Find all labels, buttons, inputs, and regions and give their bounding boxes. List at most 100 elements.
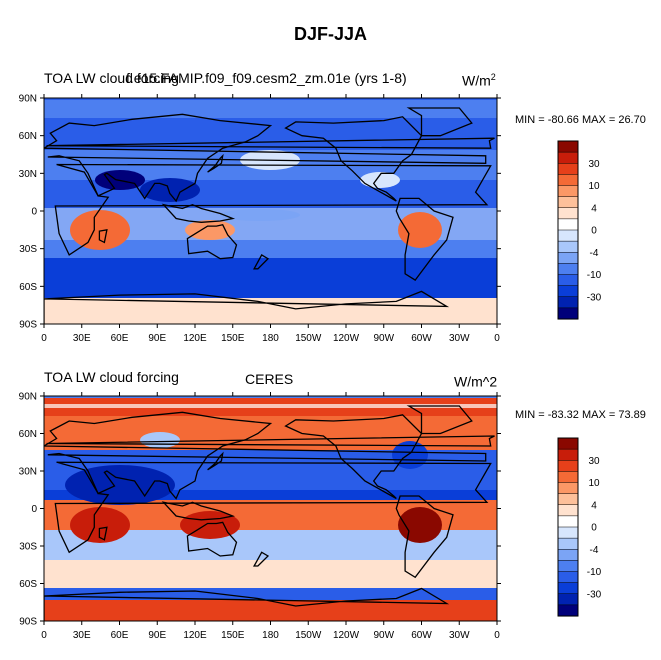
panel-2-missing-data-strip (44, 404, 497, 408)
colorbar-label: -10 (587, 567, 602, 578)
coastline-indonesia (161, 203, 236, 223)
panel-2-max: MAX = 73.89 (581, 409, 646, 421)
colorbar-swatch (557, 274, 579, 287)
lon-tick-label: 60W (411, 333, 432, 344)
colorbar-frame (557, 140, 579, 320)
lon-tick-label: 90E (148, 333, 166, 344)
lat-tick-label: 90N (19, 392, 37, 403)
coastline-africa (54, 163, 492, 256)
lon-tick-label: 90W (373, 630, 394, 641)
colorbar-swatch (557, 229, 579, 242)
panel-2-antarctic-band (44, 600, 497, 621)
lon-tick-label: 0 (41, 630, 47, 641)
coastline-japan (207, 153, 224, 173)
colorbar-swatch (557, 285, 579, 298)
coastline-greenland (406, 107, 473, 137)
colorbar-frame (557, 437, 579, 617)
lat-tick-label: 0 (31, 207, 37, 218)
panel-1-central-america-anomaly (360, 172, 400, 188)
colorbar-swatch (557, 560, 579, 573)
panel-2-left-title: TOA LW cloud forcing (44, 369, 179, 385)
colorbar-swatch (557, 526, 579, 539)
lat-tick-label: 30S (19, 542, 37, 553)
panel-2-africa-anomaly (70, 507, 130, 543)
panel-1-south-america-anomaly (398, 212, 442, 248)
colorbar-swatch (557, 471, 579, 484)
panel-1-arctic-band (44, 100, 497, 118)
colorbar-label: 0 (591, 226, 597, 237)
colorbar-swatch (557, 482, 579, 495)
lat-tick-label: 90N (19, 94, 37, 105)
colorbar-swatch (557, 185, 579, 198)
coastline-japan (207, 451, 224, 471)
panel-2-himalaya-anomaly (140, 432, 180, 448)
colorbar-label: 10 (588, 478, 600, 489)
panel-1-center-title: f.e15.FAMIP.f09_f09.cesm2_zm.01e (yrs 1-… (126, 70, 407, 86)
coastline-south-america (395, 495, 454, 579)
colorbar-swatch (557, 593, 579, 606)
coastline-australia (186, 521, 238, 557)
panel-2-itcz-band (44, 490, 497, 500)
colorbar-swatch (557, 604, 579, 617)
lat-tick-label: 60S (19, 579, 37, 590)
colorbar-swatch (557, 207, 579, 220)
lat-tick-label: 0 (31, 504, 37, 515)
coastline-south-america (395, 197, 454, 281)
colorbar-label: 10 (588, 181, 600, 192)
lon-tick-label: 0 (494, 630, 500, 641)
colorbar-swatch (557, 218, 579, 231)
coastline-madagascar (98, 228, 108, 244)
coastline-australia (186, 224, 238, 260)
lon-tick-label: 0 (494, 333, 500, 344)
colorbar-label: 30 (588, 456, 600, 467)
coastline-africa (54, 461, 492, 554)
coastline-indonesia (161, 501, 236, 521)
lon-tick-label: 60W (411, 630, 432, 641)
panel-1-colorbar: 30 10 4 0 -4 -10 -30 (557, 140, 602, 320)
lon-tick-label: 120E (183, 630, 207, 641)
panel-1-africa-anomaly (70, 210, 130, 250)
colorbar-label: 4 (591, 500, 597, 511)
coastline-north-america (284, 116, 423, 202)
panel-1-australia-anomaly (185, 220, 235, 240)
panel-2-asia-anomaly (65, 465, 175, 505)
panel-1-pacific-anomaly (220, 209, 300, 221)
panel-2-center-title: CERES (245, 371, 294, 387)
colorbar-swatch (557, 296, 579, 309)
coastline-new-zealand (252, 551, 270, 567)
lon-tick-label: 30E (73, 333, 91, 344)
panel-2-colorbar: 30 10 4 0 -4 -10 -30 (557, 437, 602, 617)
panel-2-central-america-anomaly (392, 441, 428, 469)
lon-tick-label: 180 (262, 630, 279, 641)
colorbar-label: -30 (587, 589, 602, 600)
panel-2-stats: MIN = -83.32 MAX = 73.89 (515, 409, 646, 421)
colorbar-label: -10 (587, 270, 602, 281)
colorbar-swatch (557, 196, 579, 209)
coastline-antarctica (44, 587, 450, 621)
lon-tick-label: 30E (73, 630, 91, 641)
colorbar-label: 0 (591, 523, 597, 534)
panel-1-sh-subtropics-band (44, 240, 497, 258)
coastline-greenland (406, 405, 473, 435)
panel-2-southern-ocean-band (44, 588, 497, 600)
lat-tick-label: 30N (19, 169, 37, 180)
lon-tick-label: 0 (41, 333, 47, 344)
lat-tick-label: 90S (19, 617, 37, 628)
colorbar-swatch (557, 515, 579, 528)
lon-tick-label: 180 (262, 333, 279, 344)
lon-tick-label: 90E (148, 630, 166, 641)
colorbar-swatch (557, 448, 579, 461)
panel-1-units-sup: 2 (490, 72, 496, 82)
panel-1-southern-ocean-band (44, 258, 497, 298)
lat-tick-label: 30N (19, 467, 37, 478)
lon-tick-label: 120W (333, 630, 360, 641)
panel-1-axis-ticks: 90N 60N 30N 0 30S 60S 90S 0 30E 60E 90E 120E 150E 180… (19, 94, 501, 344)
panel-1-max: MAX = 26.70 (581, 114, 646, 126)
colorbar-swatch (557, 140, 579, 153)
coastline-eurasia (44, 113, 487, 203)
colorbar-swatch (557, 437, 579, 450)
lat-tick-label: 90S (19, 320, 37, 331)
colorbar-swatch (557, 307, 579, 320)
